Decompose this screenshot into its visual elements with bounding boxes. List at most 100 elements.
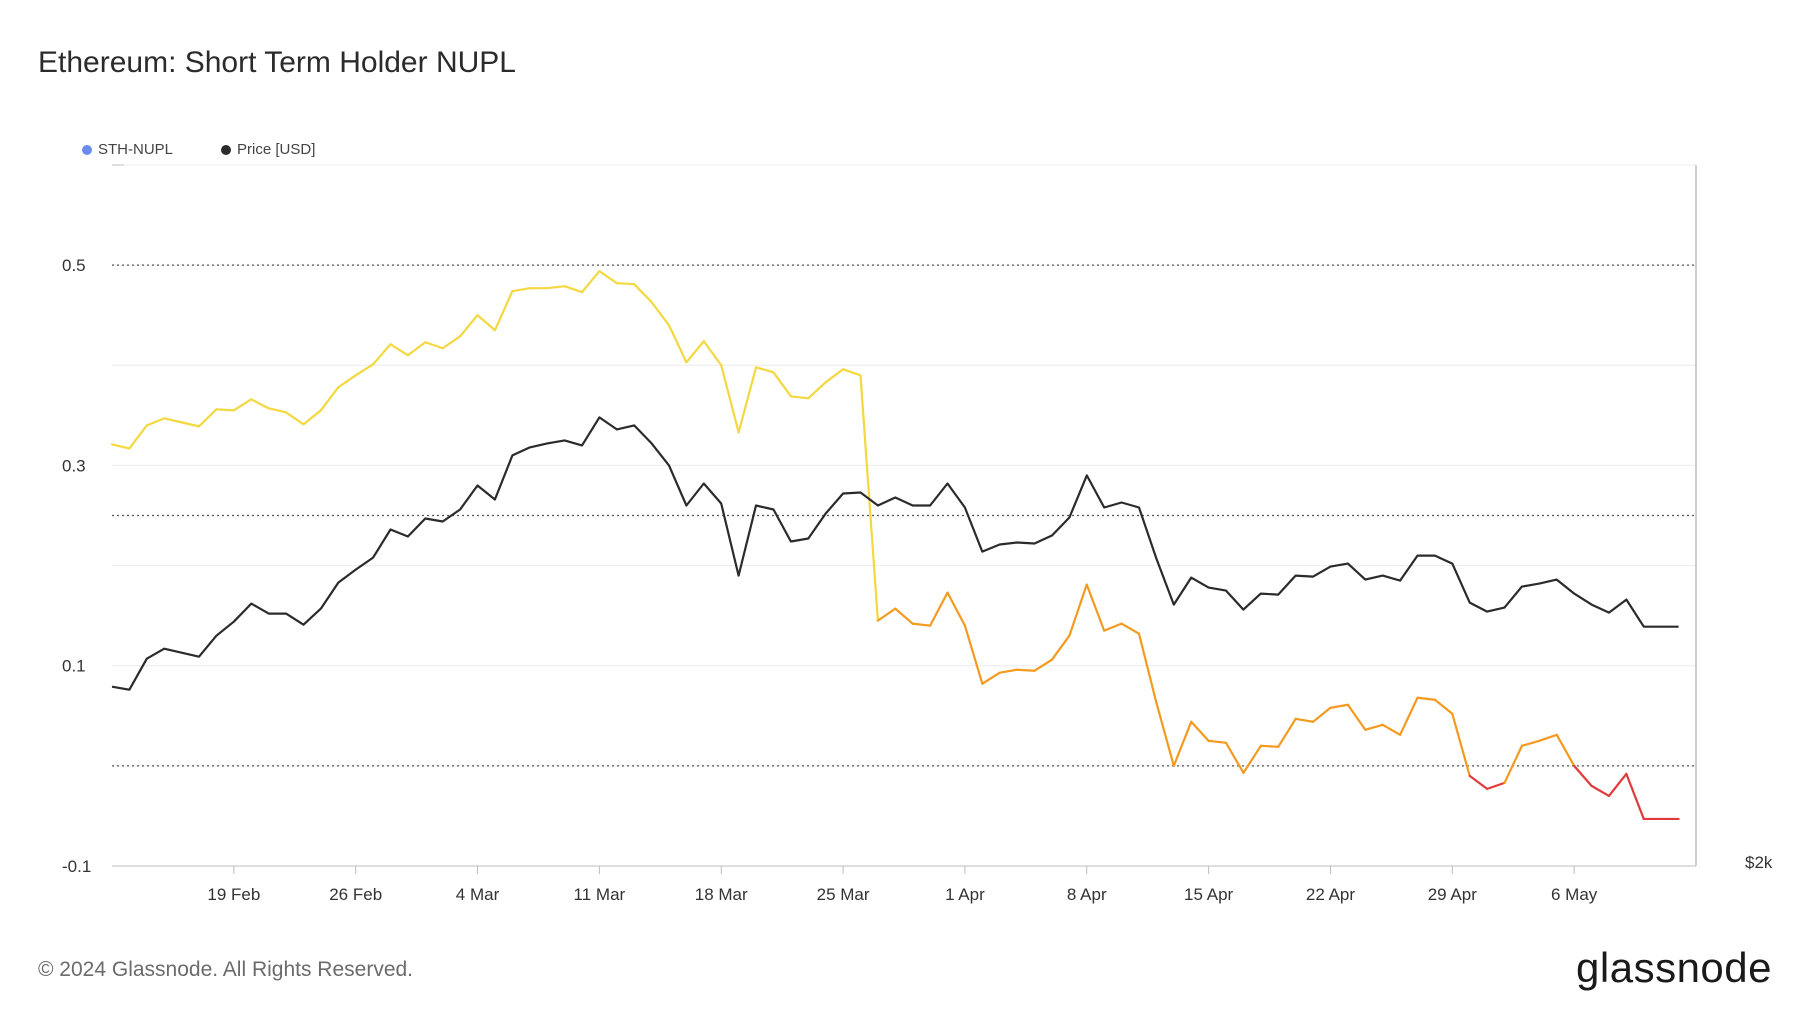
y-tick-label: 0.3	[62, 456, 86, 475]
chart-title: Ethereum: Short Term Holder NUPL	[38, 46, 516, 79]
sth-nupl-segment	[1277, 717, 1297, 748]
x-tick-label: 15 Apr	[1184, 885, 1233, 904]
copyright-footer: © 2024 Glassnode. All Rights Reserved.	[38, 958, 414, 981]
reference-lines	[112, 264, 1696, 767]
sth-nupl-segment	[441, 335, 462, 350]
sth-nupl-segment	[1259, 744, 1280, 748]
sth-nupl-segment	[1016, 668, 1036, 672]
sth-nupl-segment	[963, 624, 984, 685]
sth-nupl-segment	[1155, 701, 1175, 767]
sth-nupl-segment	[1207, 739, 1228, 744]
sth-nupl-segment	[841, 368, 862, 377]
sth-nupl-segment	[1538, 733, 1558, 742]
legend-item-sth-nupl[interactable]: STH-NUPL	[82, 141, 173, 158]
glassnode-logo: glassnode	[1576, 944, 1772, 991]
x-tick-label: 22 Apr	[1306, 885, 1355, 904]
sth-nupl-segment	[720, 364, 740, 434]
sth-nupl-segment	[1224, 741, 1245, 774]
x-tick-label: 18 Mar	[695, 885, 748, 904]
sth-nupl-segment	[197, 408, 218, 428]
x-tick-label: 11 Mar	[574, 885, 626, 904]
legend: STH-NUPL Price [USD]	[82, 141, 315, 158]
sth-nupl-segment	[215, 408, 235, 412]
sth-nupl-segment	[1451, 712, 1471, 777]
sth-nupl-segment	[337, 374, 357, 389]
sth-nupl-segment	[667, 324, 688, 364]
sth-nupl-segment	[1607, 772, 1628, 798]
x-tick-label: 6 May	[1551, 885, 1598, 904]
y-tick-label: 0.1	[62, 657, 86, 676]
sth-nupl-segment	[1381, 723, 1402, 736]
sth-nupl-segment	[998, 668, 1019, 674]
sth-nupl-segment	[180, 421, 201, 428]
sth-nupl-segment	[128, 424, 148, 450]
x-tick-label: 8 Apr	[1067, 885, 1107, 904]
sth-nupl-segment	[1120, 622, 1141, 635]
sth-nupl-segment	[1137, 632, 1158, 704]
y-axis-ticks: 0.5 0.3 0.1 -0.1	[62, 256, 91, 876]
sth-nupl-segment	[1033, 658, 1054, 672]
sth-nupl-segment	[807, 381, 827, 400]
sth-nupl-segment	[302, 409, 322, 426]
y-tick-label: -0.1	[62, 857, 91, 876]
sth-nupl-segment	[685, 340, 705, 364]
sth-nupl-segment	[946, 591, 967, 627]
sth-nupl-segment	[1068, 583, 1088, 637]
sth-nupl-segment	[894, 607, 914, 625]
sth-nupl-segment	[1625, 772, 1645, 821]
sth-nupl-segment	[615, 282, 636, 286]
sth-nupl-segment	[981, 671, 1001, 685]
sth-nupl-segment	[1503, 744, 1524, 784]
sth-nupl-segment	[702, 340, 723, 367]
axes	[112, 164, 1697, 867]
sth-nupl-segment	[110, 443, 131, 450]
x-tick-label: 4 Mar	[456, 885, 500, 904]
sth-nupl-segment	[476, 314, 497, 332]
sth-nupl-segment	[1050, 634, 1071, 661]
sth-nupl-segment	[772, 371, 792, 398]
x-tick-label: 19 Feb	[207, 885, 260, 904]
sth-nupl-segment	[598, 270, 618, 285]
sth-nupl-segment	[876, 607, 897, 622]
legend-label-sth-nupl: STH-NUPL	[98, 141, 174, 158]
sth-nupl-segment	[633, 283, 653, 304]
sth-nupl-segment	[354, 363, 375, 377]
x-axis-ticks: 19 Feb 26 Feb 4 Mar 11 Mar 18 Mar 25 Mar 1 Apr…	[207, 866, 1598, 904]
sth-nupl-segment	[546, 285, 566, 290]
sth-nupl-segment	[511, 287, 531, 293]
legend-dot-price	[221, 144, 232, 155]
sth-nupl-segment	[1190, 720, 1210, 742]
sth-nupl-segment	[371, 343, 392, 366]
sth-nupl-segment	[1311, 706, 1332, 723]
sth-nupl-segment	[1520, 739, 1541, 747]
sth-nupl-segment	[267, 407, 288, 414]
legend-item-price[interactable]: Price [USD]	[221, 141, 315, 158]
sth-nupl-segment	[145, 417, 166, 427]
sth-nupl-segment	[1433, 698, 1454, 715]
sth-nupl-segment	[389, 343, 410, 357]
legend-dot-sth-nupl	[82, 144, 92, 155]
x-tick-label: 1 Apr	[945, 885, 985, 904]
right-axis-label: $2k	[1745, 853, 1773, 872]
sth-nupl-segment	[1590, 784, 1611, 798]
y-tick-label: 0.5	[62, 256, 86, 275]
sth-nupl-segment	[406, 341, 427, 357]
price-line	[111, 416, 1679, 691]
sth-nupl-segment	[1468, 774, 1489, 790]
sth-nupl-segment	[1242, 744, 1262, 774]
sth-nupl-segment	[1486, 781, 1506, 790]
x-tick-label: 25 Mar	[817, 885, 870, 904]
sth-nupl-segment	[580, 270, 601, 294]
sth-nupl-segment	[284, 411, 305, 426]
series-lines	[110, 270, 1680, 821]
sth-nupl-segment	[1346, 703, 1367, 731]
sth-nupl-segment	[250, 398, 270, 410]
legend-label-price: Price [USD]	[237, 141, 316, 158]
sth-nupl-segment	[1172, 720, 1193, 767]
sth-nupl-segment	[1103, 622, 1123, 632]
x-tick-label: 29 Apr	[1428, 885, 1477, 904]
sth-nupl-segment	[424, 341, 444, 350]
sth-nupl-segment	[1294, 717, 1315, 723]
sth-nupl-segment	[563, 285, 584, 294]
